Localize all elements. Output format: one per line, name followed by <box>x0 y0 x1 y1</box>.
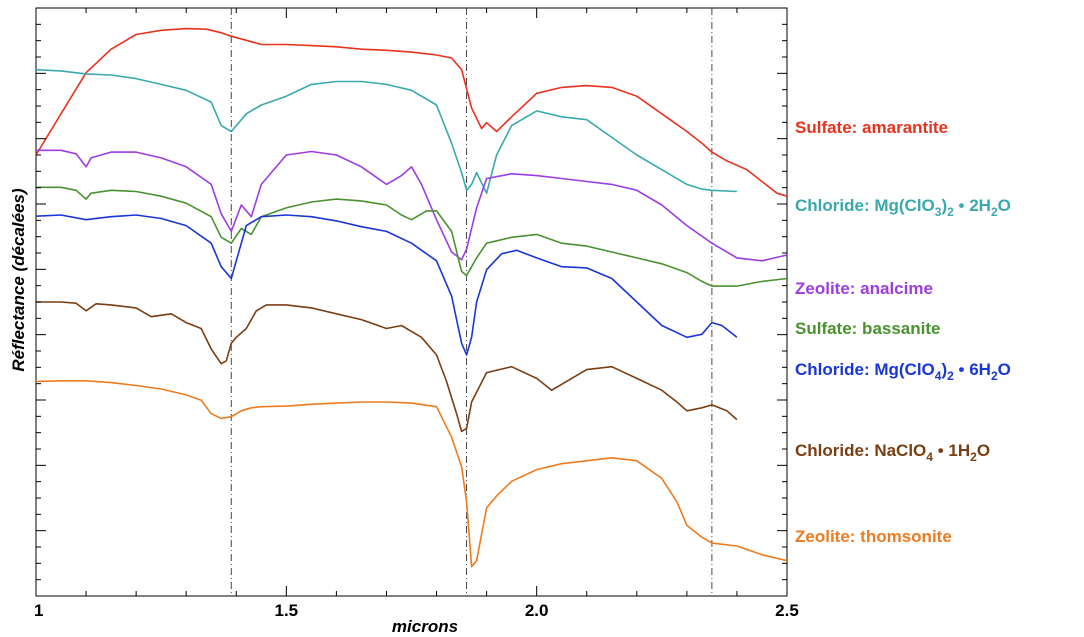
series-line-2 <box>35 68 737 194</box>
legend-label-7: Zeolite: thomsonite <box>795 527 952 546</box>
x-tick-label: 1 <box>34 601 43 620</box>
series-line-5 <box>35 214 738 356</box>
reference-lines <box>230 8 713 596</box>
legend: Sulfate: amarantite Chloride: Mg(ClO3)2 •… <box>795 118 1011 546</box>
x-tick-label: 2.5 <box>775 601 799 620</box>
plot-area-border <box>35 7 788 597</box>
series-line-6 <box>36 301 738 433</box>
y-axis-title: Réflectance (décalées) <box>9 188 28 372</box>
legend-label-3: Zeolite: analcime <box>795 279 933 298</box>
legend-label-1: Sulfate: amarantite <box>795 118 948 137</box>
series-line-7 <box>35 379 788 568</box>
x-tick-label: 2.0 <box>525 601 549 620</box>
series-lines <box>35 27 788 568</box>
legend-label-5: Chloride: Mg(ClO4)2 • 6H2O <box>795 360 1011 383</box>
series-line-3 <box>36 149 788 262</box>
x-tick-label: 1.5 <box>275 601 299 620</box>
series-line-4 <box>36 186 788 287</box>
legend-label-4: Sulfate: bassanite <box>795 319 941 338</box>
legend-label-2: Chloride: Mg(ClO3)2 • 2H2O <box>795 196 1011 219</box>
axis-ticks: 1 1.5 2.0 2.5 <box>34 7 799 620</box>
plot-frame <box>35 7 788 597</box>
legend-label-6: Chloride: NaClO4 • 1H2O <box>795 441 990 464</box>
x-axis-title: microns <box>392 617 458 636</box>
series-line-1 <box>35 27 788 197</box>
